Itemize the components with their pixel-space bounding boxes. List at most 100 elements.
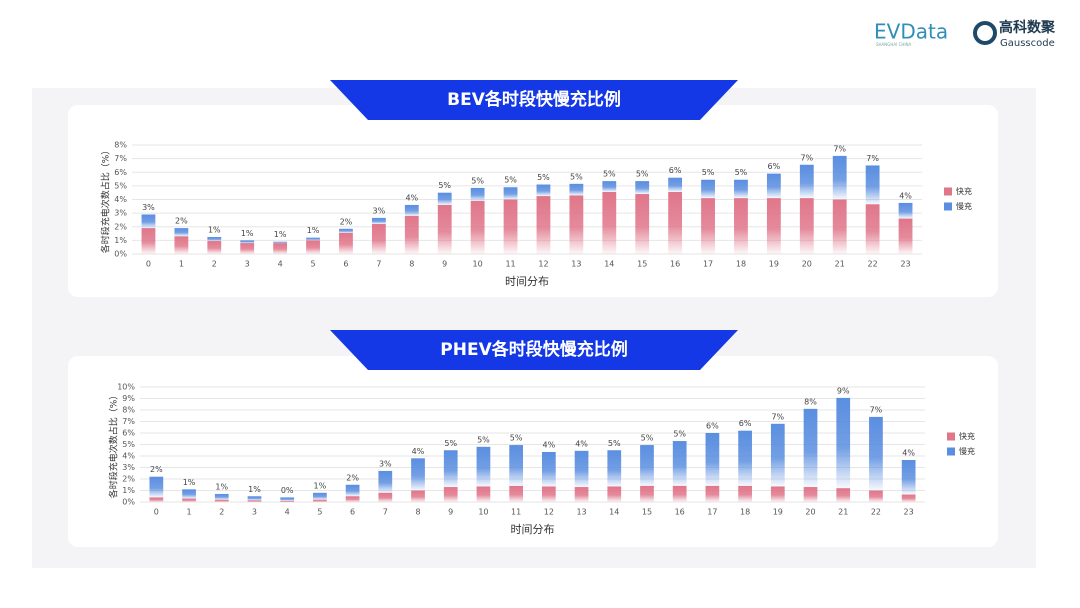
x-tick-label: 8 [409,260,414,269]
total-label: 0% [281,486,294,495]
x-tick-label: 18 [736,260,746,269]
total-label: 5% [510,434,523,443]
x-tick-label: 18 [740,508,750,517]
bar-segment [411,490,425,502]
y-tick-label: 4% [122,452,135,461]
legend-label: 快充 [956,186,972,196]
bar-segment [476,486,491,502]
bar-segment [635,194,650,254]
x-tick-label: 23 [904,508,914,517]
bar-segment [273,243,288,254]
x-tick-label: 13 [571,260,581,269]
card [68,356,998,547]
x-axis-label: 时间分布 [505,275,549,288]
bar-segment [607,450,622,487]
total-label: 6% [739,419,752,428]
x-tick-label: 14 [604,260,614,269]
bar-segment [705,433,720,486]
x-tick-label: 12 [544,508,554,517]
bar-segment [503,187,518,200]
legend-swatch [947,447,955,456]
bar-segment [803,408,818,488]
bar-segment [247,496,262,501]
total-label: 5% [570,172,583,181]
bar-segment [182,498,196,502]
logo-gausscode-sub: Gausscode [1000,38,1055,49]
y-tick-label: 10% [117,383,135,392]
bar-segment [404,204,419,216]
total-label: 2% [175,217,188,226]
bar-segment [672,485,687,502]
bar-segment [701,198,715,254]
bar-segment [766,173,781,199]
bar-segment [869,490,883,502]
total-label: 5% [702,168,715,177]
bar-segment [149,476,164,498]
total-label: 5% [471,176,484,185]
bar-segment [470,187,485,201]
total-label: 5% [735,168,748,177]
x-tick-label: 3 [252,508,257,517]
bar-segment [280,497,295,501]
y-tick-label: 6% [122,429,135,438]
y-tick-label: 2% [114,222,127,231]
y-tick-label: 4% [114,195,127,204]
total-label: 4% [575,439,588,448]
total-label: 3% [373,206,386,215]
y-tick-label: 6% [114,168,127,177]
bar-segment [536,196,551,254]
bar-segment [901,494,916,502]
total-label: 3% [142,203,155,212]
y-tick-label: 9% [122,394,135,403]
bar-segment [832,155,847,200]
bar-segment [149,497,164,502]
bar-segment [207,241,222,254]
x-tick-label: 22 [868,260,878,269]
legend-label: 快充 [959,431,975,441]
total-label: 4% [902,449,915,458]
x-tick-label: 21 [835,260,845,269]
x-tick-label: 0 [154,508,159,517]
x-tick-label: 19 [773,508,783,517]
total-label: 5% [504,176,517,185]
total-label: 5% [477,435,490,444]
bar-segment [240,243,255,254]
x-tick-label: 11 [505,260,515,269]
bar-segment [898,202,913,219]
x-axis-label: 时间分布 [511,523,555,536]
total-label: 6% [669,166,682,175]
bar-segment [640,485,654,502]
bar-segment [371,224,386,254]
bar-segment [574,450,589,488]
y-tick-label: 2% [122,475,135,484]
bar-segment [602,181,617,193]
bar-segment [240,240,255,244]
bar-segment [832,199,847,254]
total-label: 2% [340,217,353,226]
total-label: 4% [899,191,912,200]
bar-segment [411,458,425,491]
bar-segment [443,450,458,488]
bar-segment [541,451,556,487]
x-tick-label: 16 [675,508,685,517]
total-label: 7% [866,154,879,163]
bar-segment [536,184,551,197]
bar-segment [898,218,913,254]
bar-segment [437,192,452,205]
total-label: 4% [543,440,556,449]
bar-segment [273,241,288,244]
x-tick-label: 13 [576,508,586,517]
bar-segment [378,470,393,493]
total-label: 7% [771,412,784,421]
logo-evdata-sub: SHANGHAI CHINA [876,42,912,47]
y-tick-label: 0% [114,250,127,259]
bar-segment [182,489,196,499]
bar-segment [339,228,353,233]
bar-segment [734,179,748,199]
total-label: 5% [608,439,621,448]
bar-segment [602,192,617,254]
legend-swatch [944,187,952,196]
y-tick-label: 7% [122,417,135,426]
bar-segment [339,232,353,254]
